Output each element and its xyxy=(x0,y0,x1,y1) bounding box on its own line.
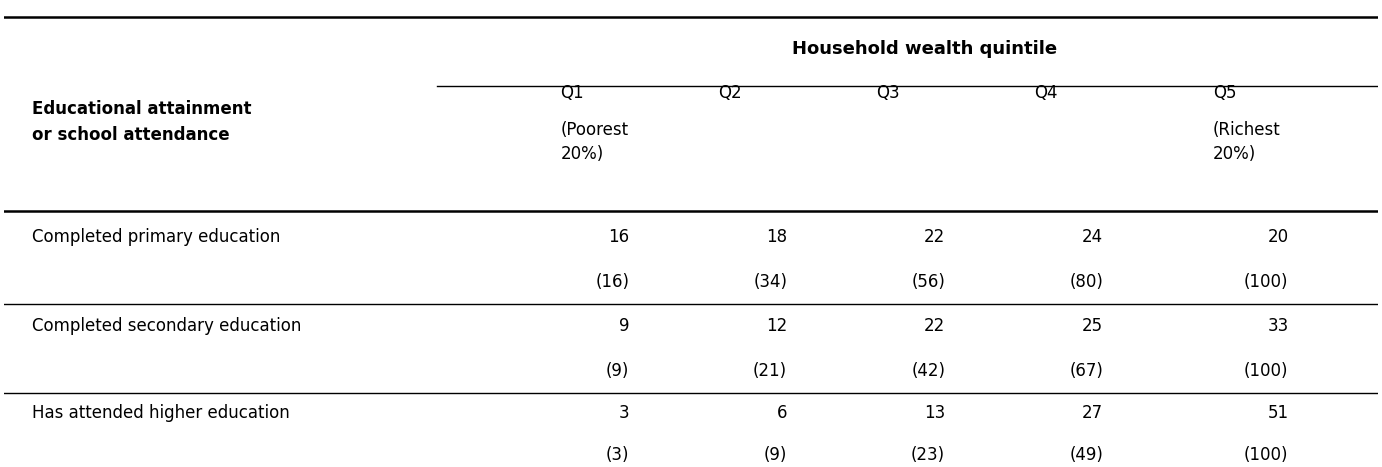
Text: (9): (9) xyxy=(605,362,629,380)
Text: (100): (100) xyxy=(1244,446,1288,464)
Text: Q5: Q5 xyxy=(1213,84,1237,102)
Text: (34): (34) xyxy=(753,273,788,291)
Text: 18: 18 xyxy=(766,228,788,247)
Text: 24: 24 xyxy=(1082,228,1103,247)
Text: 3: 3 xyxy=(619,404,629,422)
Text: 33: 33 xyxy=(1267,317,1288,335)
Text: 25: 25 xyxy=(1082,317,1103,335)
Text: 22: 22 xyxy=(925,228,945,247)
Text: 27: 27 xyxy=(1082,404,1103,422)
Text: (Poorest
20%): (Poorest 20%) xyxy=(561,121,629,163)
Text: Completed secondary education: Completed secondary education xyxy=(32,317,301,335)
Text: 16: 16 xyxy=(608,228,629,247)
Text: 20: 20 xyxy=(1267,228,1288,247)
Text: (42): (42) xyxy=(911,362,945,380)
Text: Q3: Q3 xyxy=(876,84,900,102)
Text: (56): (56) xyxy=(911,273,945,291)
Text: Has attended higher education: Has attended higher education xyxy=(32,404,289,422)
Text: Educational attainment
or school attendance: Educational attainment or school attenda… xyxy=(32,99,252,144)
Text: Q2: Q2 xyxy=(719,84,742,102)
Text: (3): (3) xyxy=(605,446,629,464)
Text: (80): (80) xyxy=(1070,273,1103,291)
Text: Household wealth quintile: Household wealth quintile xyxy=(792,40,1057,57)
Text: 51: 51 xyxy=(1267,404,1288,422)
Text: (23): (23) xyxy=(911,446,945,464)
Text: (16): (16) xyxy=(596,273,629,291)
Text: 6: 6 xyxy=(777,404,788,422)
Text: 13: 13 xyxy=(925,404,945,422)
Text: Q1: Q1 xyxy=(561,84,585,102)
Text: (67): (67) xyxy=(1070,362,1103,380)
Text: 22: 22 xyxy=(925,317,945,335)
Text: (100): (100) xyxy=(1244,362,1288,380)
Text: Completed primary education: Completed primary education xyxy=(32,228,281,247)
Text: (49): (49) xyxy=(1070,446,1103,464)
Text: (100): (100) xyxy=(1244,273,1288,291)
Text: 12: 12 xyxy=(766,317,788,335)
Text: Q4: Q4 xyxy=(1034,84,1057,102)
Text: 9: 9 xyxy=(619,317,629,335)
Text: (Richest
20%): (Richest 20%) xyxy=(1213,121,1281,163)
Text: (9): (9) xyxy=(764,446,788,464)
Text: (21): (21) xyxy=(753,362,788,380)
